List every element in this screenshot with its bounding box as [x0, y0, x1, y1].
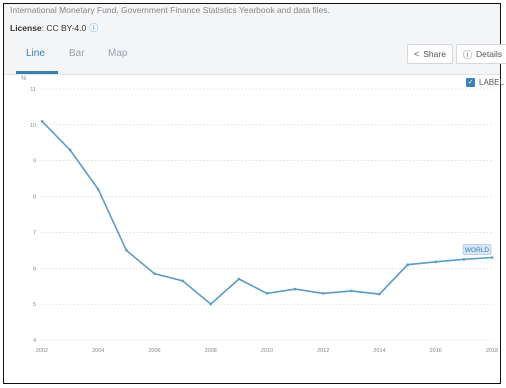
license-line: License: CC BY-4.0 ⓘ — [10, 21, 98, 34]
x-tick-label: 2012 — [317, 348, 329, 354]
source-text: International Monetary Fund, Government … — [10, 5, 330, 15]
x-tick-label: 2004 — [92, 348, 104, 354]
data-point — [68, 148, 72, 152]
details-label: Details — [476, 49, 502, 59]
data-point — [153, 272, 156, 275]
share-icon: < — [414, 49, 420, 59]
data-point — [40, 119, 44, 123]
data-point — [406, 263, 409, 267]
tab-map[interactable]: Map — [108, 48, 128, 59]
chart-panel: International Monetary Fund, Government … — [3, 3, 506, 384]
data-point — [209, 302, 213, 306]
x-tick-label: 2006 — [148, 348, 160, 354]
tab-bar[interactable]: Bar — [69, 48, 85, 59]
data-point — [490, 256, 494, 259]
source-header: International Monetary Fund, Government … — [4, 4, 500, 36]
share-button[interactable]: < Share — [407, 44, 453, 64]
y-axis-unit: % — [21, 76, 27, 82]
license-label: License — [10, 23, 42, 33]
x-tick-label: 2016 — [430, 348, 442, 354]
info-circle-icon: ⓘ — [463, 49, 473, 60]
label-toggle-text: LABEL — [479, 78, 504, 87]
series-line — [41, 120, 493, 306]
label-checkbox[interactable]: ✓ — [466, 78, 475, 87]
data-point — [350, 289, 353, 293]
license-value: : CC BY-4.0 — [41, 23, 87, 33]
x-tick-label: 2018 — [486, 348, 498, 354]
share-label: Share — [423, 49, 446, 59]
y-tick-label: 9 — [33, 159, 36, 165]
data-point — [125, 249, 128, 252]
data-point — [265, 292, 269, 295]
y-tick-label: 5 — [33, 302, 36, 308]
tab-line[interactable]: Line — [26, 48, 45, 59]
data-point — [321, 292, 325, 295]
data-point — [434, 260, 438, 264]
label-toggle[interactable]: ✓ LABEL — [466, 78, 504, 87]
y-tick-label: 8 — [33, 195, 36, 201]
details-button[interactable]: ⓘ Details — [456, 44, 506, 64]
data-point — [96, 188, 100, 191]
data-point — [378, 292, 381, 296]
info-icon[interactable]: ⓘ — [89, 23, 99, 33]
data-point — [237, 277, 241, 281]
x-tick-label: 2002 — [36, 348, 48, 354]
data-point — [462, 258, 466, 261]
y-tick-label: 6 — [33, 266, 36, 272]
x-tick-label: 2010 — [261, 348, 273, 354]
x-tick-label: 2008 — [205, 348, 217, 354]
y-tick-label: 11 — [30, 87, 36, 93]
y-tick-label: 7 — [33, 230, 36, 236]
active-tab-indicator — [16, 71, 58, 74]
series-label: WORLD — [465, 247, 490, 254]
data-point — [181, 279, 184, 283]
y-tick-label: 10 — [30, 123, 36, 129]
data-point — [293, 287, 297, 291]
view-tabs: Line Bar Map < Share ⓘ Details — [4, 36, 506, 75]
x-tick-label: 2014 — [373, 348, 385, 354]
series-label-tag — [462, 244, 492, 255]
y-tick-label: 4 — [33, 338, 36, 344]
line-chart: % 4 5 6 7 8 9 10 11 2002 2004 2006 2008 2010 2012 2014 2… — [21, 76, 498, 354]
